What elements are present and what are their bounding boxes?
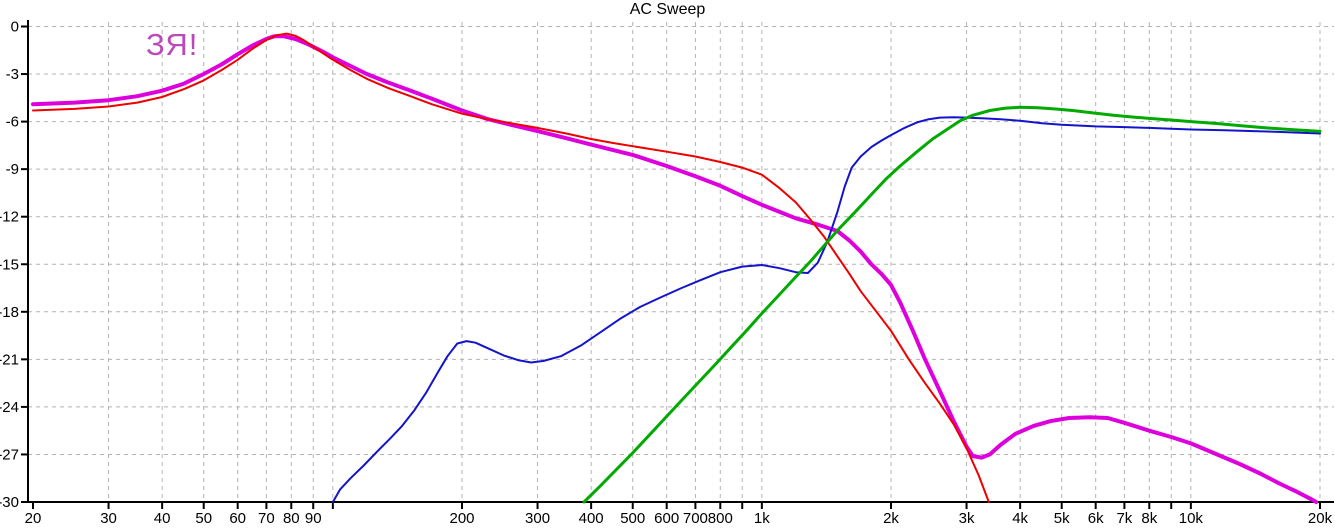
y-tick-label: -27 <box>0 446 19 463</box>
x-tick-label: 400 <box>579 510 604 527</box>
x-tick-label: 3k <box>959 510 975 527</box>
x-tick-label: 20k <box>1308 510 1333 527</box>
y-tick-label: 0 <box>11 19 19 36</box>
y-tick-label: -15 <box>0 256 19 273</box>
x-tick-label: 50 <box>195 510 212 527</box>
x-tick-label: 200 <box>449 510 474 527</box>
magenta-curve <box>31 34 1319 504</box>
y-tick-label: -3 <box>6 66 19 83</box>
x-tick-label: 2k <box>883 510 899 527</box>
x-tick-label: 80 <box>283 510 300 527</box>
y-tick-label: -6 <box>6 114 19 131</box>
y-tick-label: -24 <box>0 399 19 416</box>
y-tick-label: -30 <box>0 494 19 511</box>
y-tick-label: -9 <box>6 161 19 178</box>
x-tick-label: 30 <box>100 510 117 527</box>
green-curve <box>582 105 1322 504</box>
x-tick-label: 40 <box>154 510 171 527</box>
x-tick-label: 500 <box>620 510 645 527</box>
x-tick-label: 20 <box>25 510 42 527</box>
x-tick-label: 6k <box>1088 510 1104 527</box>
x-tick-label: 700 <box>683 510 708 527</box>
blue-curve <box>331 116 1321 503</box>
x-tick-label: 60 <box>229 510 246 527</box>
x-tick-label: 10k <box>1179 510 1204 527</box>
x-tick-label: 8k <box>1141 510 1157 527</box>
y-tick-label: -18 <box>0 304 19 321</box>
curve-annotation: ЗЯ! <box>146 27 199 62</box>
x-tick-label: 1k <box>754 510 770 527</box>
x-tick-label: 5k <box>1054 510 1070 527</box>
x-tick-label: 70 <box>258 510 275 527</box>
x-tick-label: 800 <box>708 510 733 527</box>
x-tick-label: 4k <box>1012 510 1028 527</box>
x-tick-label: 7k <box>1116 510 1132 527</box>
x-tick-label: 600 <box>654 510 679 527</box>
y-tick-label: -12 <box>0 209 19 226</box>
y-tick-label: -21 <box>0 351 19 368</box>
x-tick-label: 90 <box>305 510 322 527</box>
chart-title: AC Sweep <box>629 1 706 18</box>
x-tick-label: 300 <box>525 510 550 527</box>
red-curve <box>32 32 990 503</box>
